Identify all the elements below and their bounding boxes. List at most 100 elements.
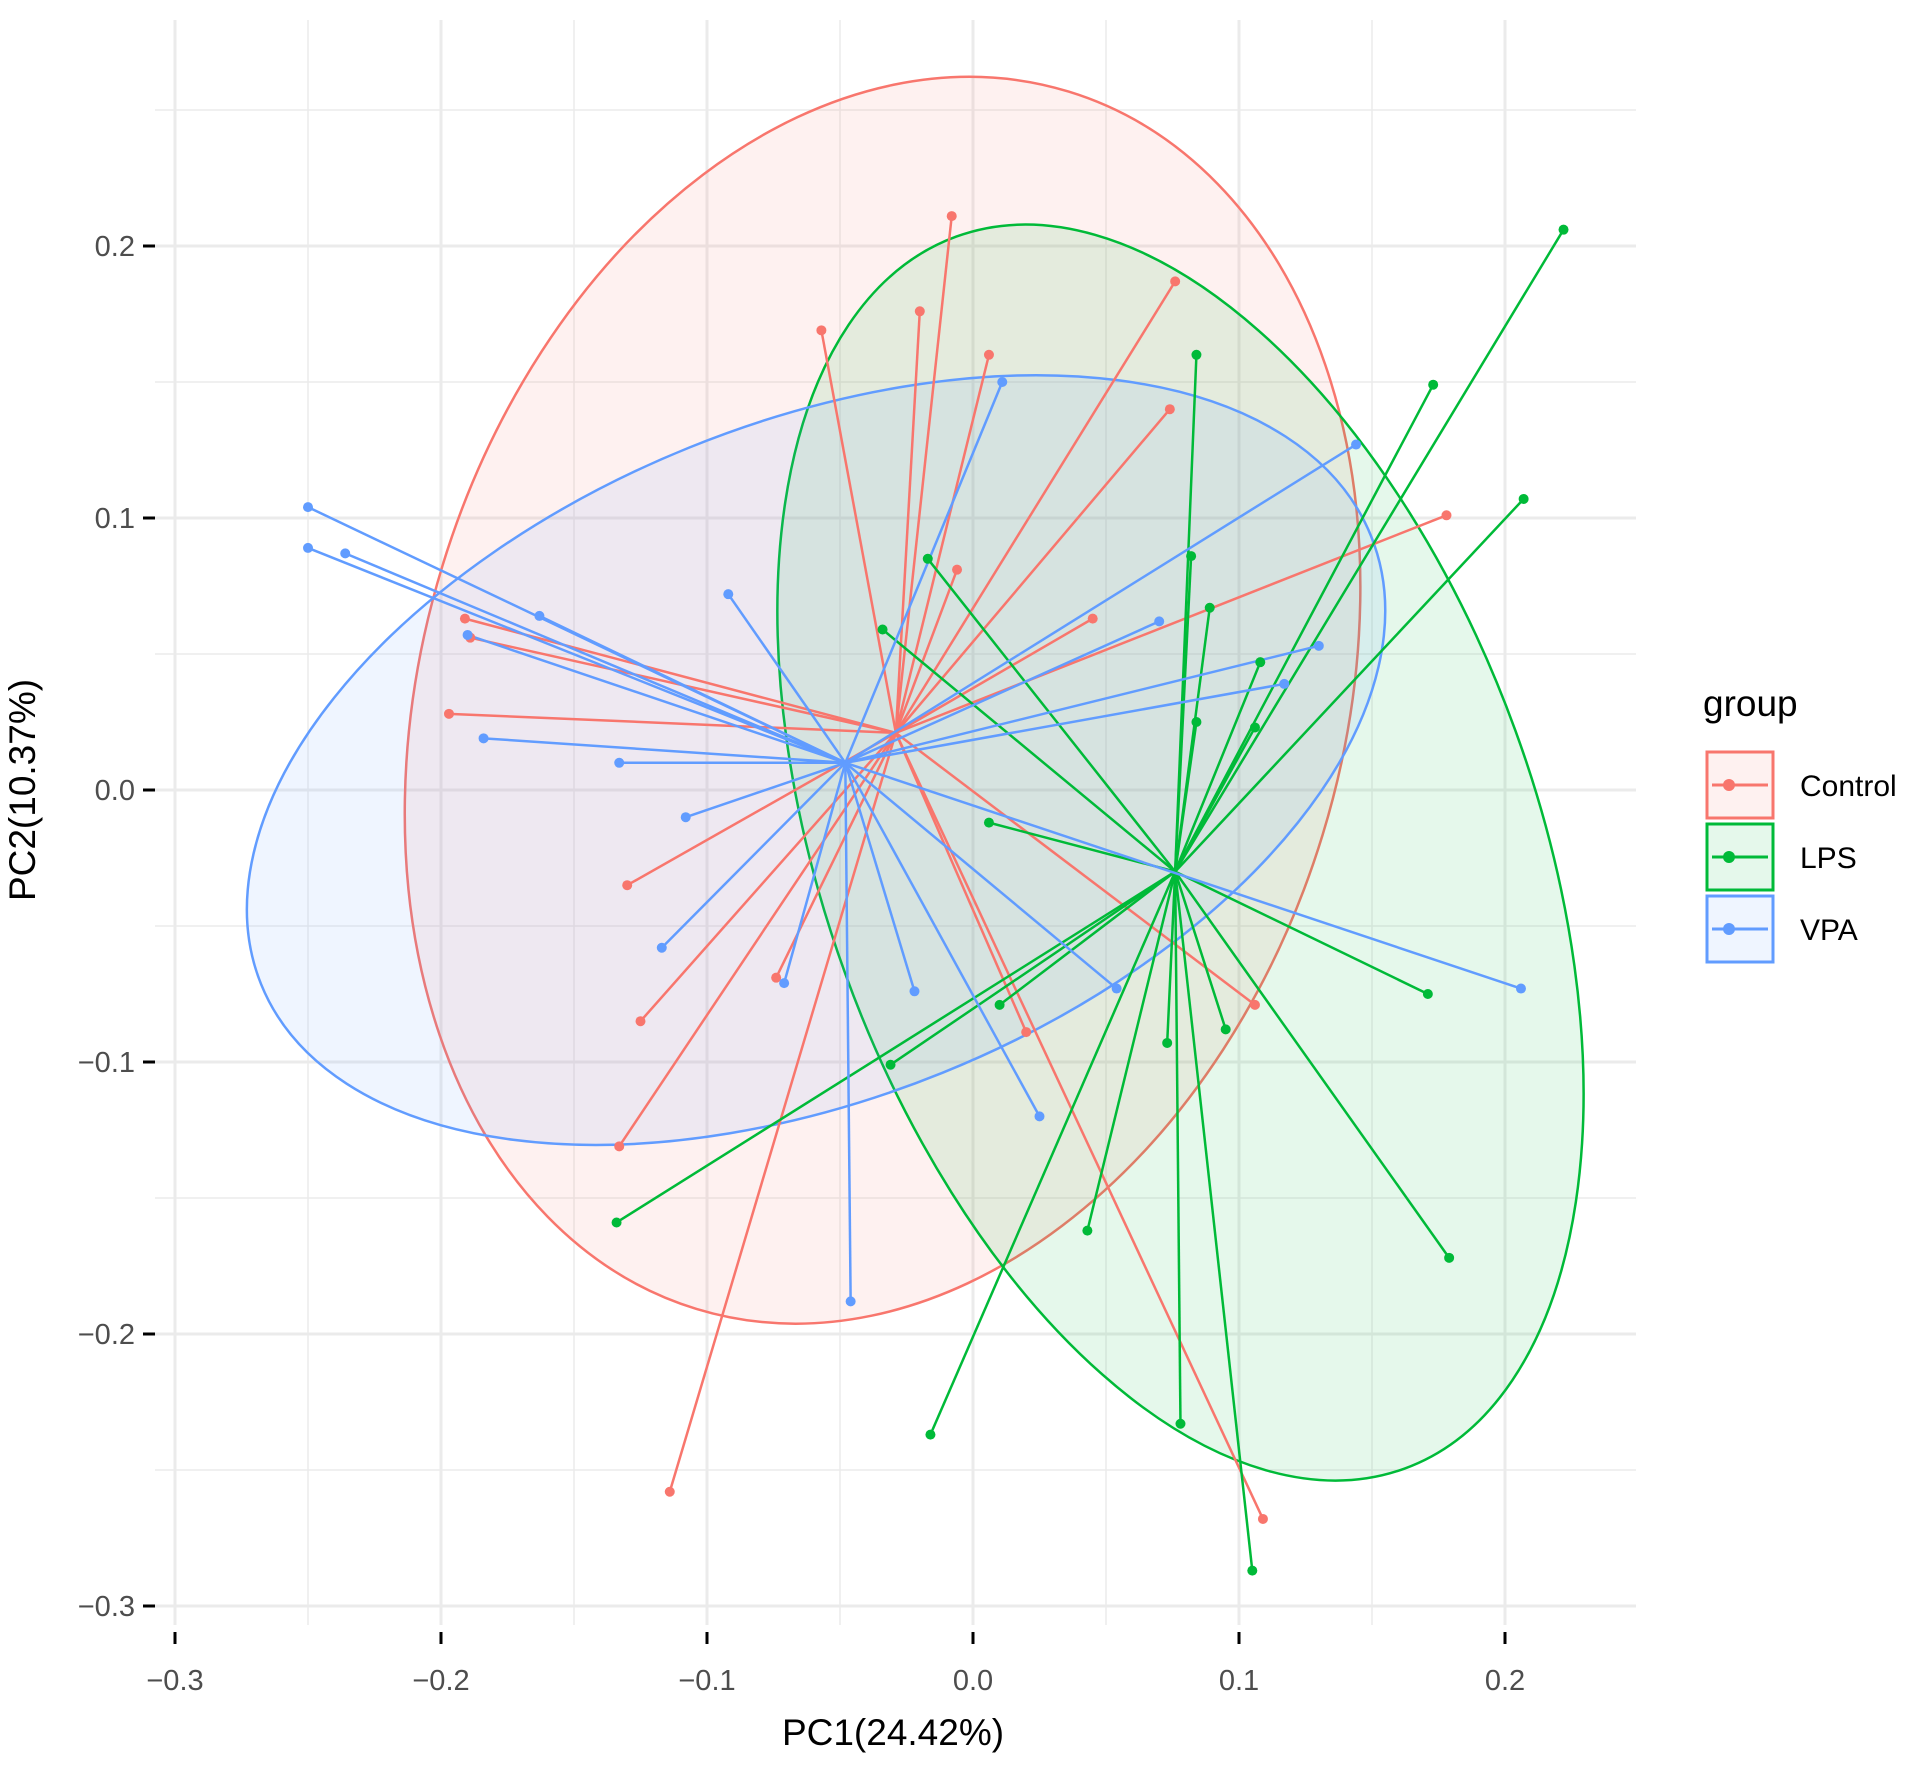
spoke-vpa [844, 761, 1118, 990]
point-lps [983, 817, 994, 828]
spoke-lps [1173, 556, 1193, 872]
point-lps [1428, 379, 1439, 390]
point-vpa [1111, 983, 1122, 994]
point-control [1249, 999, 1260, 1010]
legend-dot [1723, 851, 1735, 863]
legend-item-lps: LPS [1705, 822, 1857, 892]
x-tick-label: 0.0 [953, 1665, 993, 1697]
centroid-spokes [307, 215, 1565, 1571]
point-lps [1558, 224, 1569, 235]
point-vpa [1313, 640, 1324, 651]
spoke-control [895, 514, 1447, 735]
point-lps [885, 1059, 896, 1070]
spoke-lps [1174, 726, 1257, 873]
spoke-vpa [844, 620, 1160, 764]
point-lps [1191, 717, 1202, 727]
spoke-lps [881, 628, 1176, 873]
spoke-control [464, 617, 897, 735]
spoke-lps [1174, 661, 1262, 873]
spoke-lps [1165, 871, 1177, 1044]
spoke-lps [889, 870, 1176, 1066]
point-vpa [303, 502, 313, 513]
point-lps [1186, 551, 1197, 562]
x-axis-title: PC1(24.42%) [782, 1712, 1004, 1753]
point-control [946, 211, 957, 222]
point-lps [925, 1429, 936, 1440]
point-control [1087, 613, 1098, 624]
point-vpa [1515, 983, 1526, 994]
spoke-control [894, 280, 1177, 734]
spoke-vpa [844, 762, 1041, 1118]
point-vpa [340, 548, 351, 559]
spoke-lps [1174, 229, 1565, 873]
spoke-vpa [844, 761, 1522, 990]
legend-item-control: Control [1705, 750, 1897, 820]
point-lps [1204, 602, 1215, 613]
spoke-control [820, 330, 898, 734]
spoke-vpa [344, 552, 846, 764]
spoke-vpa [538, 614, 846, 764]
point-control [443, 708, 454, 719]
point-lps [1422, 989, 1433, 999]
point-control [914, 306, 925, 317]
spoke-lps [1174, 498, 1525, 873]
legend-item-vpa: VPA [1705, 894, 1858, 964]
y-tick-label: 0.0 [95, 775, 135, 807]
point-lps [877, 624, 888, 635]
point-vpa [723, 589, 734, 600]
spoke-vpa [660, 761, 847, 949]
legend-dot [1723, 923, 1735, 935]
x-tick-label: 0.2 [1485, 1665, 1525, 1697]
point-vpa [478, 733, 489, 744]
y-tick-label: −0.1 [78, 1047, 135, 1079]
y-tick-label: 0.2 [95, 231, 135, 263]
point-control [1164, 404, 1175, 415]
spoke-control [894, 732, 1265, 1520]
point-control [952, 564, 963, 575]
group-ellipses [245, 75, 1585, 1482]
point-vpa [680, 812, 691, 823]
point-vpa [1034, 1111, 1045, 1122]
spoke-lps [1086, 871, 1177, 1231]
point-control [664, 1486, 675, 1497]
x-tick-label: −0.3 [146, 1665, 203, 1697]
y-tick-label: −0.3 [78, 1591, 135, 1623]
point-lps [1249, 722, 1260, 733]
spoke-lps [1174, 384, 1435, 873]
spoke-lps [998, 870, 1176, 1006]
point-vpa [656, 942, 667, 953]
point-vpa [845, 1296, 856, 1307]
point-vpa [462, 629, 473, 640]
spoke-control [668, 732, 898, 1493]
point-lps [1191, 349, 1202, 360]
ellipse-control [403, 75, 1362, 1325]
point-lps [1444, 1252, 1455, 1263]
point-lps [1162, 1037, 1173, 1048]
spoke-lps [1173, 871, 1254, 1571]
spoke-vpa [467, 633, 846, 764]
data-points [303, 211, 1569, 1576]
x-tick-label: −0.1 [678, 1665, 735, 1697]
legend-dot [1723, 779, 1735, 791]
spoke-vpa [844, 762, 852, 1302]
legend-label: LPS [1800, 842, 1857, 875]
point-lps [1082, 1225, 1093, 1236]
point-control [816, 325, 827, 336]
y-tick-label: −0.2 [78, 1319, 135, 1351]
legend-label: VPA [1800, 914, 1858, 947]
spoke-lps [1174, 870, 1451, 1259]
spoke-lps [926, 558, 1177, 873]
legend-title: group [1703, 683, 1798, 724]
y-axis-title: PC2(10.37%) [2, 679, 43, 901]
point-vpa [1154, 616, 1165, 627]
spoke-vpa [844, 443, 1357, 764]
point-control [614, 1141, 625, 1152]
spoke-vpa [727, 593, 847, 764]
spoke-control [618, 732, 897, 1148]
spoke-vpa [782, 762, 847, 984]
point-vpa [779, 978, 790, 989]
point-lps [1175, 1418, 1186, 1429]
spoke-lps [1173, 721, 1198, 872]
spoke-lps [615, 870, 1176, 1224]
